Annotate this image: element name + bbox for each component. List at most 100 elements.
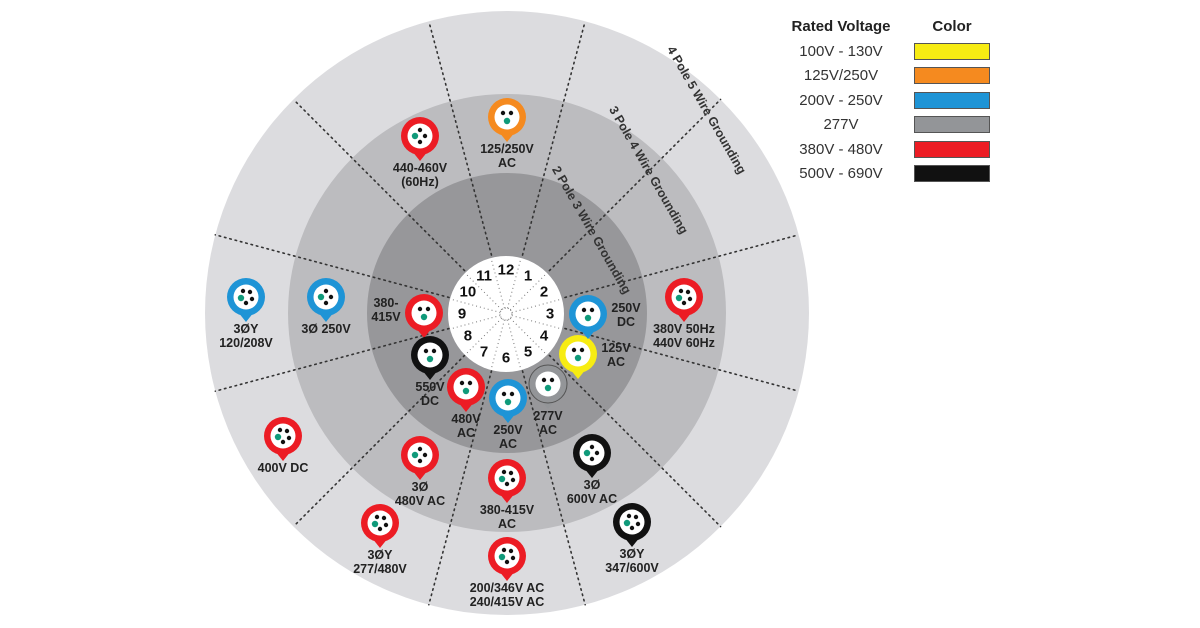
legend-swatch <box>914 140 990 158</box>
ground-pin <box>503 117 511 125</box>
pin <box>629 525 635 531</box>
clock-line <box>491 259 505 309</box>
pin <box>589 456 595 462</box>
pin <box>685 289 691 295</box>
clock-number: 7 <box>480 344 488 361</box>
connector-face <box>367 510 393 536</box>
legend-row: 125V/250V <box>770 64 1010 89</box>
connector-face <box>411 300 437 326</box>
pin <box>280 439 286 445</box>
connector-face <box>565 341 591 367</box>
radial-divider <box>564 234 800 299</box>
connector-label: 3ØY <box>619 547 645 561</box>
ground-pin <box>498 475 506 483</box>
pin <box>579 347 585 353</box>
connector-label: AC <box>539 423 557 437</box>
pin <box>323 300 329 306</box>
legend-row: 500V - 690V <box>770 162 1010 187</box>
connector-label: 3ØY <box>367 548 393 562</box>
connector: 400V DC <box>258 417 308 475</box>
legend-header-voltage: Rated Voltage <box>791 18 891 35</box>
clock-number: 2 <box>540 284 548 301</box>
pin <box>504 559 510 565</box>
pin <box>510 477 516 483</box>
legend-swatch <box>914 116 990 134</box>
clock-number: 8 <box>464 328 472 345</box>
pin <box>417 446 423 452</box>
connector-label: 200/346V AC <box>470 581 545 595</box>
connector-label: 3ØY <box>233 322 259 336</box>
pin <box>687 296 693 302</box>
radial-divider <box>214 327 450 392</box>
ground-pin <box>237 294 245 302</box>
legend-voltage: 200V - 250V <box>799 91 883 109</box>
pin <box>328 294 334 300</box>
connector-label: 347/600V <box>605 561 659 575</box>
connector-label: 480V <box>451 412 481 426</box>
connector-face <box>579 440 605 466</box>
pin <box>431 348 437 354</box>
clock-line <box>451 299 501 313</box>
connector-face <box>494 543 520 569</box>
pin <box>626 513 632 519</box>
pin <box>581 307 587 313</box>
clock-number: 1 <box>524 267 532 284</box>
ground-pin <box>504 398 512 406</box>
pin <box>681 300 687 306</box>
ground-pin <box>411 132 419 140</box>
radial-divider <box>428 20 493 256</box>
pin <box>541 377 547 383</box>
pin <box>504 481 510 487</box>
pin <box>286 435 292 441</box>
connector-label: 125/250V <box>480 142 534 156</box>
pin <box>508 548 514 554</box>
connector-face <box>233 284 259 310</box>
radial-divider <box>292 98 466 272</box>
ground-pin <box>371 520 379 528</box>
pin <box>508 110 514 116</box>
radial-divider <box>548 354 722 528</box>
legend: Rated Voltage Color 100V - 130V 125V/250V… <box>770 18 1010 186</box>
pin <box>500 110 506 116</box>
ground-pin <box>462 387 470 395</box>
pin <box>277 427 283 433</box>
ground-pin <box>544 384 552 392</box>
connector-face <box>270 423 296 449</box>
connector-label: 550V <box>415 380 445 394</box>
connector-face <box>619 509 645 535</box>
pin <box>383 522 389 528</box>
connector-label: 380V 50Hz <box>653 322 715 336</box>
ground-pin <box>583 449 591 457</box>
connector-face <box>494 465 520 491</box>
ground-pin <box>411 451 419 459</box>
pin <box>417 458 423 464</box>
clock-number: 12 <box>498 262 515 279</box>
pin <box>374 514 380 520</box>
ground-pin <box>675 294 683 302</box>
radial-divider <box>548 98 722 272</box>
ground-pin <box>574 354 582 362</box>
pin <box>633 514 639 520</box>
connector-label: 277/480V <box>353 562 407 576</box>
connector-label: 277V <box>533 409 563 423</box>
pin <box>377 526 383 532</box>
clock-line <box>511 315 561 329</box>
connector-face <box>453 374 479 400</box>
connector-label: 3Ø <box>412 480 429 494</box>
clock-number: 3 <box>546 306 554 323</box>
pin <box>594 450 600 456</box>
clock-line <box>466 274 503 311</box>
pin <box>459 380 465 386</box>
pin <box>589 444 595 450</box>
pin <box>678 288 684 294</box>
clock-number: 9 <box>458 306 466 323</box>
ground-pin <box>420 313 428 321</box>
pin <box>243 300 249 306</box>
